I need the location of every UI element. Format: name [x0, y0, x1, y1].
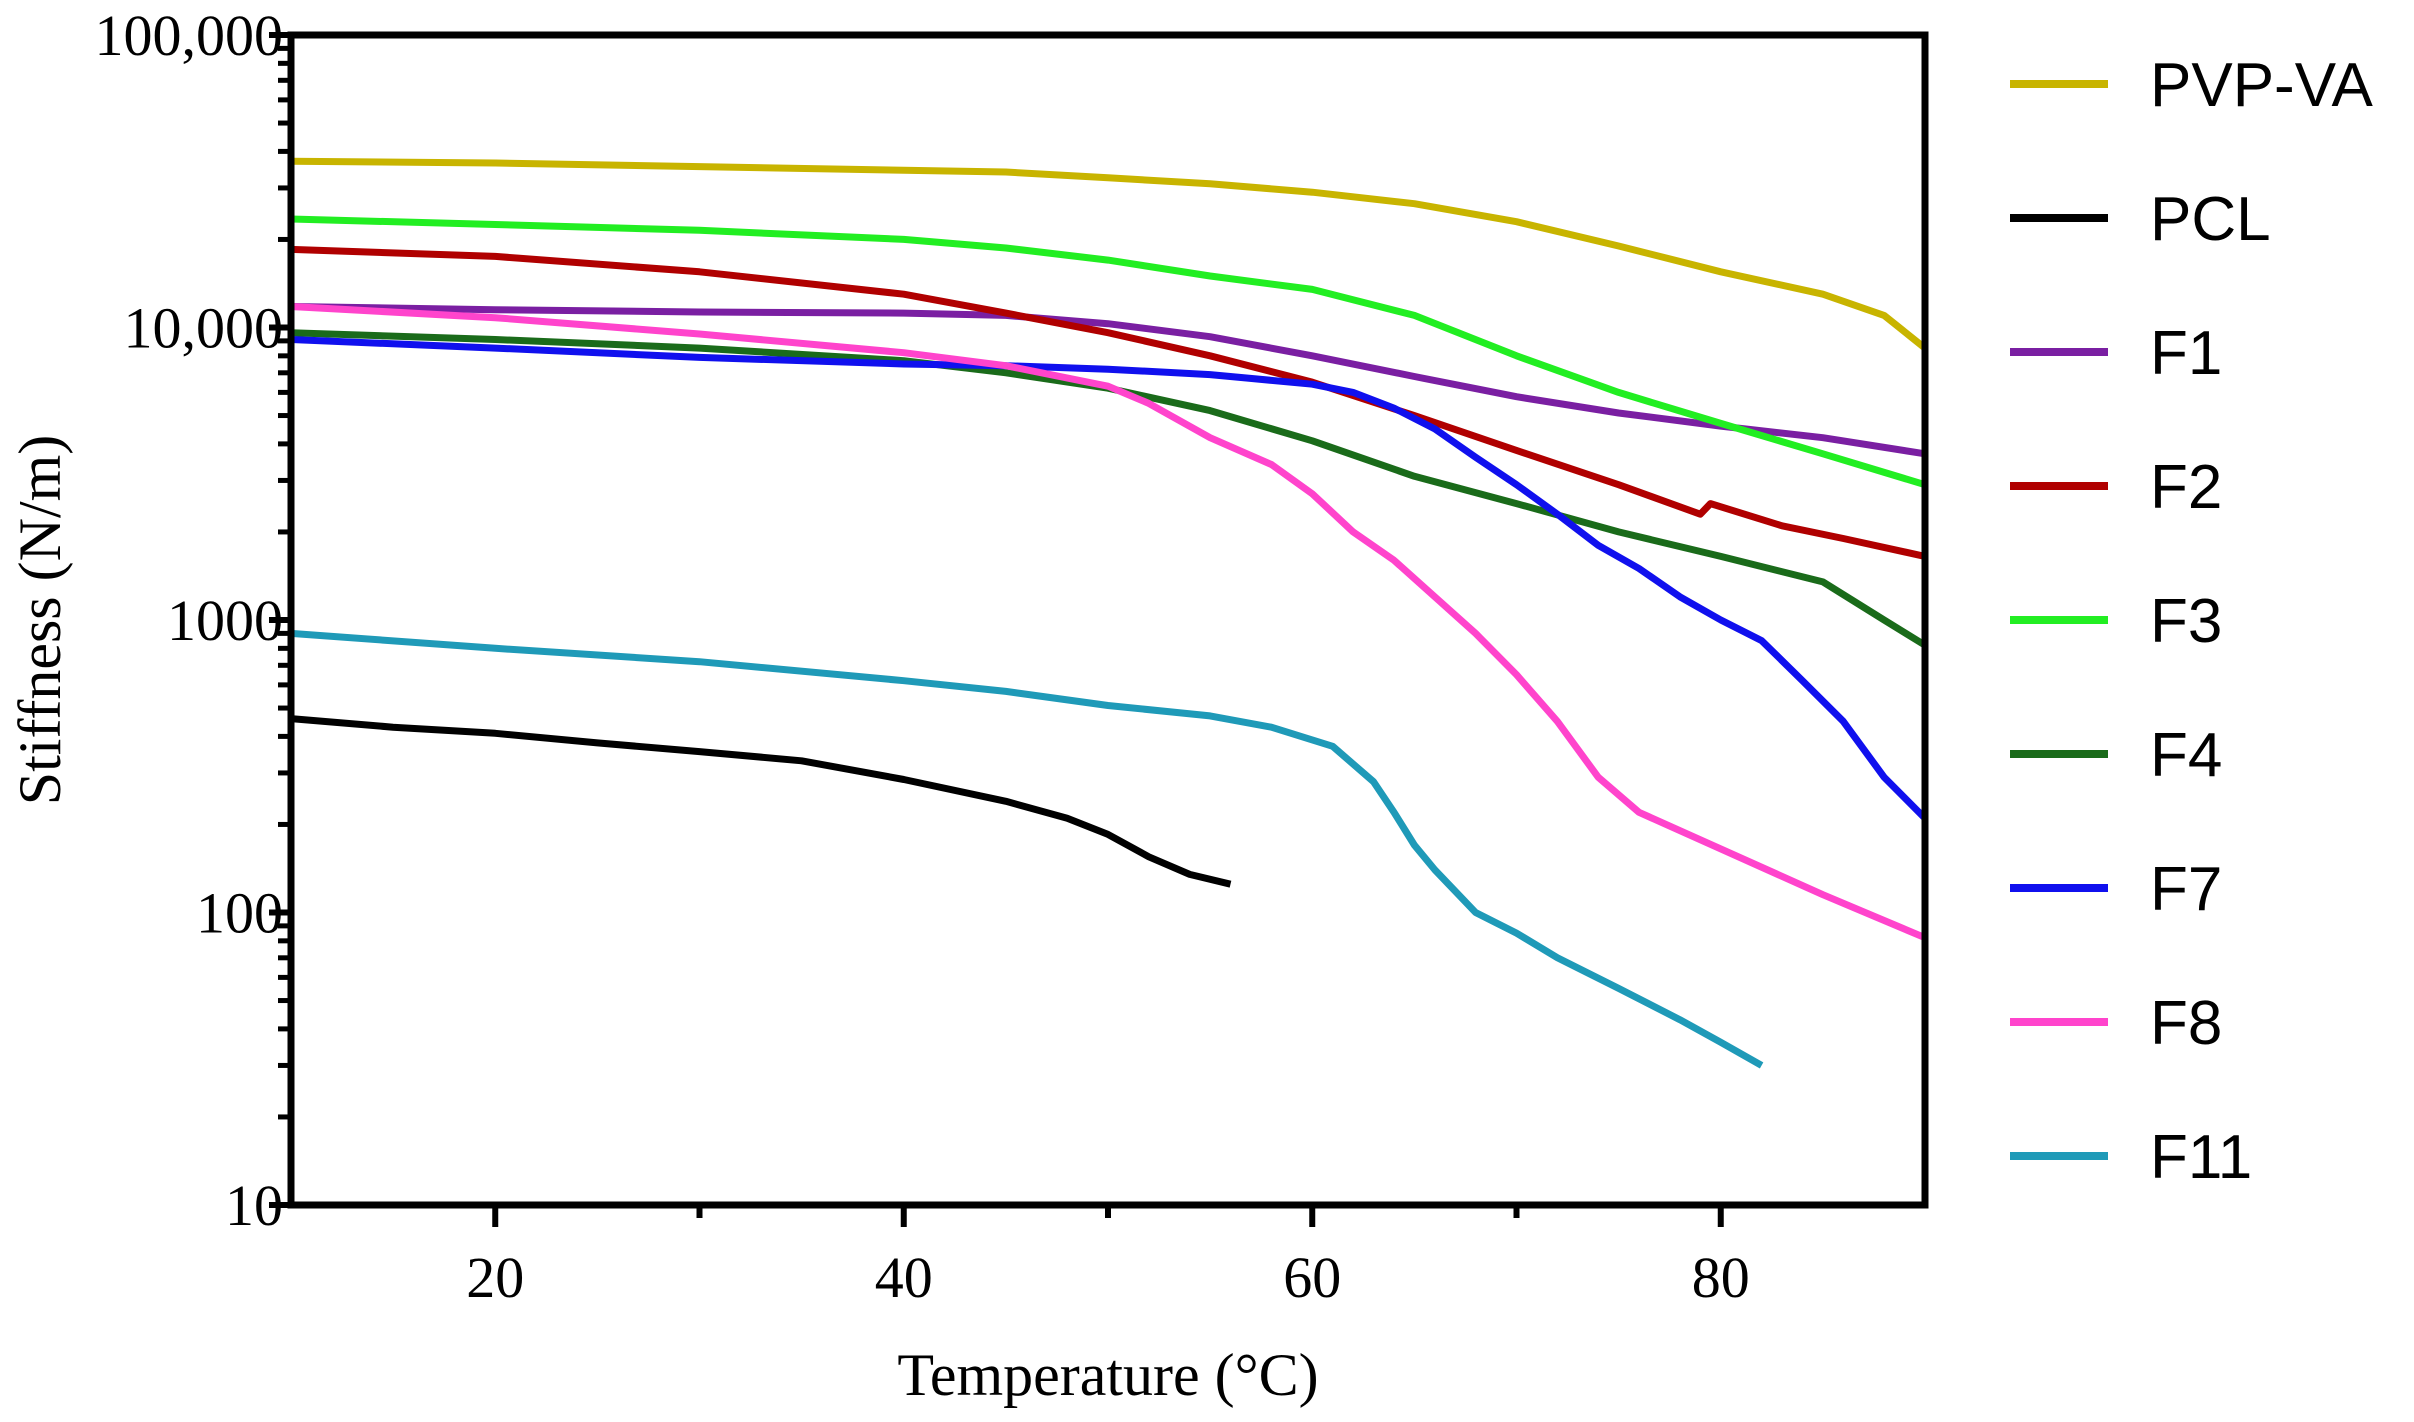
series-line-f8: [290, 303, 1927, 941]
legend-label: PCL: [2150, 185, 2271, 254]
legend-label: PVP-VA: [2150, 51, 2373, 120]
series-line-pvp-va: [290, 157, 1928, 351]
plot-frame: [287, 31, 1929, 1209]
y-tick-label: 10: [225, 1173, 283, 1238]
legend-item: F2: [2010, 453, 2222, 522]
legend-label: F4: [2150, 721, 2222, 790]
legend-item: PCL: [2010, 185, 2271, 254]
legend-item: PVP-VA: [2010, 51, 2373, 120]
series-line-pcl: [290, 715, 1232, 888]
series-line-f3: [290, 215, 1927, 489]
y-axis-title: Stiffness (N/m): [7, 435, 73, 806]
plot-lines: [290, 157, 1928, 1069]
x-tick-label: 80: [1692, 1245, 1750, 1310]
y-tick-label: 100: [196, 881, 283, 946]
y-tick-label: 10,000: [124, 296, 284, 361]
series-line-f7: [290, 336, 1928, 821]
x-axis-title: Temperature (°C): [897, 1342, 1318, 1408]
legend-label: F3: [2150, 587, 2222, 656]
legend-label: F1: [2150, 319, 2222, 388]
legend-label: F11: [2150, 1123, 2252, 1192]
x-tick-label: 40: [875, 1245, 933, 1310]
x-tick-label: 60: [1283, 1245, 1341, 1310]
tick-labels: 20 40 60 80 10 100 1000 10,000 100,000: [95, 3, 1750, 1310]
legend-item: F8: [2010, 989, 2222, 1058]
y-tick-label: 100,000: [95, 3, 284, 68]
y-tick-label: 1000: [167, 588, 283, 653]
legend: PVP-VA PCL F1 F2 F3 F4 F7 F8 F11: [2010, 51, 2373, 1192]
x-tick-label: 20: [466, 1245, 524, 1310]
series-line-f4: [290, 329, 1927, 649]
legend-item: F11: [2010, 1123, 2252, 1192]
series-line-f1: [290, 303, 1926, 458]
legend-item: F1: [2010, 319, 2222, 388]
series-line-f2: [290, 245, 1926, 560]
series-line-f11: [290, 629, 1764, 1069]
legend-label: F2: [2150, 453, 2222, 522]
legend-item: F3: [2010, 587, 2222, 656]
axis-ticks: [269, 32, 1724, 1227]
legend-label: F8: [2150, 989, 2222, 1058]
legend-label: F7: [2150, 855, 2222, 924]
legend-item: F7: [2010, 855, 2222, 924]
legend-item: F4: [2010, 721, 2222, 790]
